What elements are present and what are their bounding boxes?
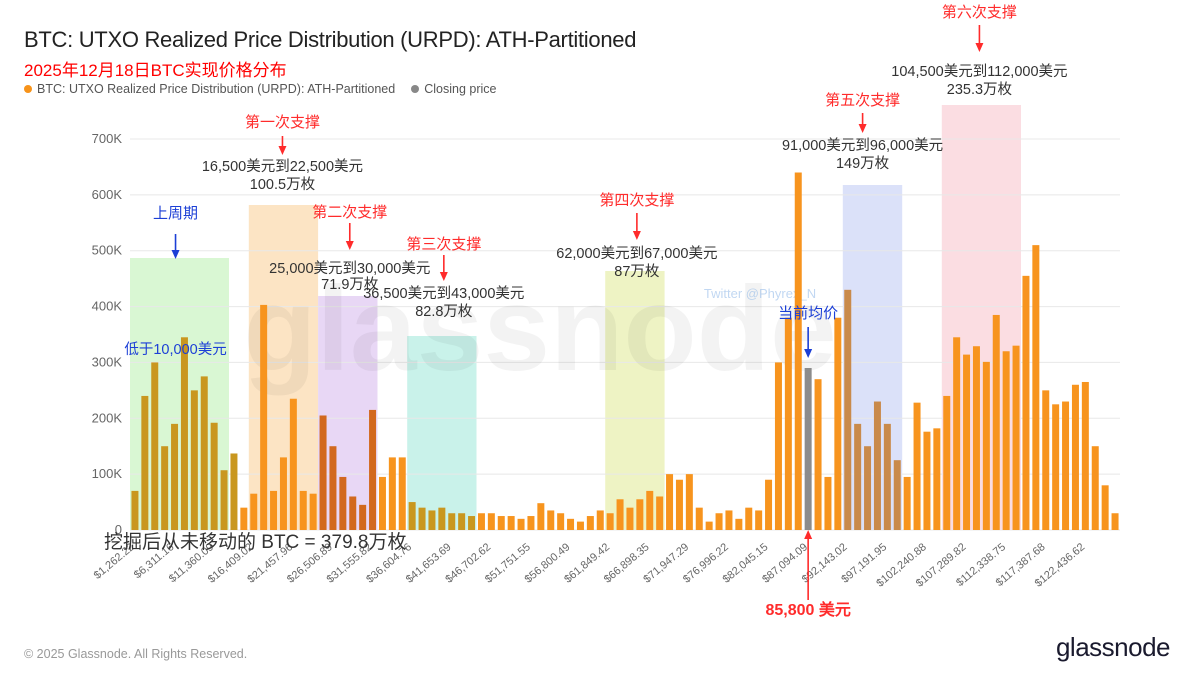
svg-text:第四次支撑: 第四次支撑 — [599, 191, 674, 209]
svg-text:25,000美元到30,000美元: 25,000美元到30,000美元 — [269, 260, 430, 277]
svg-text:当前均价: 当前均价 — [778, 305, 838, 322]
svg-text:100.5万枚: 100.5万枚 — [250, 176, 316, 193]
svg-text:600K: 600K — [92, 187, 123, 202]
svg-text:200K: 200K — [92, 410, 123, 425]
svg-text:104,500美元到112,000美元: 104,500美元到112,000美元 — [891, 63, 1067, 80]
svg-text:第三次支撑: 第三次支撑 — [406, 235, 481, 253]
svg-text:100K: 100K — [92, 466, 123, 481]
svg-text:62,000美元到67,000美元: 62,000美元到67,000美元 — [556, 245, 717, 262]
svg-text:700K: 700K — [92, 131, 123, 146]
svg-text:上周期: 上周期 — [153, 205, 198, 222]
svg-text:36,500美元到43,000美元: 36,500美元到43,000美元 — [363, 285, 524, 302]
svg-text:91,000美元到96,000美元: 91,000美元到96,000美元 — [782, 137, 943, 154]
svg-text:低于10,000美元: 低于10,000美元 — [124, 341, 226, 358]
svg-text:第二次支撑: 第二次支撑 — [312, 203, 387, 221]
svg-text:235.3万枚: 235.3万枚 — [947, 81, 1013, 98]
svg-text:第六次支撑: 第六次支撑 — [942, 3, 1017, 21]
svg-text:82.8万枚: 82.8万枚 — [415, 303, 473, 320]
svg-text:300K: 300K — [92, 354, 123, 369]
svg-text:87万枚: 87万枚 — [614, 263, 660, 280]
svg-text:500K: 500K — [92, 243, 123, 258]
svg-text:挖掘后从未移动的 BTC = 379.8万枚: 挖掘后从未移动的 BTC = 379.8万枚 — [104, 531, 406, 553]
svg-text:16,500美元到22,500美元: 16,500美元到22,500美元 — [202, 158, 363, 175]
svg-text:149万枚: 149万枚 — [836, 155, 890, 172]
svg-text:第一次支撑: 第一次支撑 — [245, 113, 320, 131]
svg-text:85,800 美元: 85,800 美元 — [765, 600, 850, 619]
svg-text:第五次支撑: 第五次支撑 — [825, 91, 900, 109]
svg-text:400K: 400K — [92, 299, 123, 314]
